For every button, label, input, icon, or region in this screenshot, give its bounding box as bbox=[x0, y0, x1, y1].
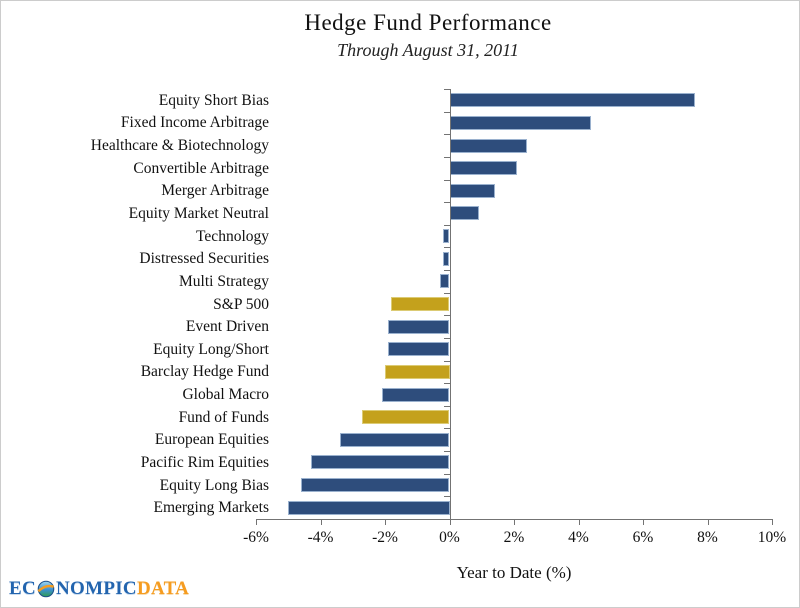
category-label-emerging-markets: Emerging Markets bbox=[153, 499, 269, 517]
category-axis-tick bbox=[443, 496, 450, 498]
x-axis-tick bbox=[256, 519, 257, 525]
category-label-healthcare-biotechnology: Healthcare & Biotechnology bbox=[90, 137, 269, 155]
category-label-fixed-income-arbitrage: Fixed Income Arbitrage bbox=[120, 114, 269, 132]
category-axis-tick bbox=[443, 270, 450, 272]
x-tick-label-8pct: 8% bbox=[697, 529, 718, 546]
category-label-equity-long-short: Equity Long/Short bbox=[153, 340, 269, 358]
category-axis-line bbox=[449, 89, 451, 519]
x-axis-tick bbox=[385, 519, 386, 525]
bar-pacific-rim-equities bbox=[310, 455, 450, 470]
x-tick-label--6pct: -6% bbox=[243, 529, 269, 546]
category-axis-tick bbox=[443, 451, 450, 453]
x-tick-label-0pct: 0% bbox=[439, 529, 460, 546]
category-label-european-equities: European Equities bbox=[154, 431, 269, 449]
category-axis-tick bbox=[443, 156, 450, 158]
category-label-distressed-securities: Distressed Securities bbox=[139, 250, 269, 268]
category-label-equity-market-neutral: Equity Market Neutral bbox=[128, 204, 269, 222]
category-label-s-p-500: S&P 500 bbox=[213, 295, 269, 313]
category-label-merger-arbitrage: Merger Arbitrage bbox=[161, 182, 269, 200]
x-axis-tick bbox=[449, 519, 451, 525]
x-axis-tick bbox=[320, 519, 322, 525]
category-axis-tick bbox=[443, 202, 450, 204]
bar-equity-market-neutral bbox=[449, 206, 479, 221]
bar-distressed-securities bbox=[443, 251, 450, 266]
category-axis-tick bbox=[443, 428, 450, 430]
x-axis-tick bbox=[578, 519, 580, 525]
category-axis-tick bbox=[443, 179, 450, 181]
bar-european-equities bbox=[339, 432, 450, 447]
logo-text-nompic: NOMPIC bbox=[56, 578, 137, 599]
category-axis-tick bbox=[443, 134, 450, 136]
bar-multi-strategy bbox=[439, 274, 450, 289]
bar-barclay-hedge-fund bbox=[385, 364, 450, 379]
category-label-equity-long-bias: Equity Long Bias bbox=[159, 476, 269, 494]
bar-global-macro bbox=[381, 387, 450, 402]
x-tick-label-4pct: 4% bbox=[568, 529, 589, 546]
x-axis-tick bbox=[707, 519, 709, 525]
bar-equity-long-short bbox=[388, 342, 450, 357]
bar-equity-long-bias bbox=[301, 478, 450, 493]
category-axis-tick bbox=[443, 360, 450, 362]
category-axis-tick bbox=[443, 111, 450, 113]
category-axis-tick bbox=[443, 89, 450, 90]
x-axis-title: Year to Date (%) bbox=[456, 563, 572, 582]
x-tick-label--4pct: -4% bbox=[307, 529, 334, 546]
bar-fund-of-funds bbox=[362, 410, 450, 425]
category-axis-tick bbox=[443, 405, 450, 407]
econompic-logo: EC NOMPIC DATA bbox=[9, 578, 189, 600]
category-axis-tick bbox=[443, 292, 450, 294]
x-axis-tick bbox=[514, 519, 515, 525]
category-label-fund-of-funds: Fund of Funds bbox=[178, 408, 269, 426]
x-axis-tick bbox=[643, 519, 644, 525]
category-axis-tick bbox=[443, 315, 450, 317]
logo-text-data: DATA bbox=[136, 578, 190, 599]
x-tick-label-10pct: 10% bbox=[757, 529, 787, 546]
category-label-equity-short-bias: Equity Short Bias bbox=[158, 91, 269, 109]
bar-equity-short-bias bbox=[449, 93, 695, 108]
chart-title: Hedge Fund Performance bbox=[304, 10, 552, 35]
bar-emerging-markets bbox=[288, 500, 450, 515]
category-axis-tick bbox=[443, 473, 450, 475]
category-axis-tick bbox=[443, 247, 450, 249]
category-axis-tick bbox=[443, 383, 450, 385]
logo-text-ec: EC bbox=[9, 578, 36, 599]
bar-event-driven bbox=[388, 319, 450, 334]
bar-s-p-500 bbox=[391, 297, 450, 311]
x-axis-tick bbox=[772, 519, 773, 525]
bar-healthcare-biotechnology bbox=[449, 138, 527, 153]
category-axis-tick bbox=[443, 337, 450, 339]
category-label-convertible-arbitrage: Convertible Arbitrage bbox=[133, 159, 269, 177]
x-tick-label-6pct: 6% bbox=[632, 529, 654, 546]
category-label-pacific-rim-equities: Pacific Rim Equities bbox=[140, 453, 269, 471]
category-label-global-macro: Global Macro bbox=[182, 386, 269, 404]
bar-merger-arbitrage bbox=[449, 183, 495, 198]
category-label-event-driven: Event Driven bbox=[185, 318, 269, 336]
x-tick-label--2pct: -2% bbox=[372, 529, 398, 546]
category-label-barclay-hedge-fund: Barclay Hedge Fund bbox=[140, 363, 269, 381]
x-tick-label-2pct: 2% bbox=[503, 529, 525, 546]
bar-fixed-income-arbitrage bbox=[449, 115, 592, 130]
globe-icon bbox=[36, 580, 56, 598]
category-axis-tick bbox=[443, 224, 450, 226]
bar-technology bbox=[443, 229, 450, 244]
category-label-multi-strategy: Multi Strategy bbox=[179, 272, 269, 290]
chart-subtitle: Through August 31, 2011 bbox=[337, 40, 519, 60]
bar-convertible-arbitrage bbox=[449, 161, 518, 176]
category-label-technology: Technology bbox=[196, 227, 269, 245]
